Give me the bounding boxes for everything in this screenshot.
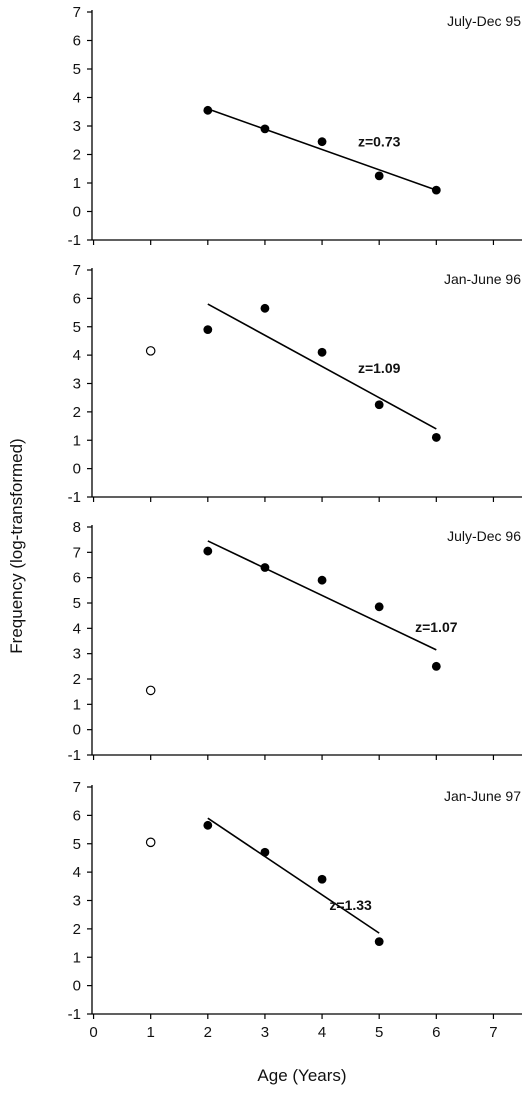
- regression-line: [207, 108, 437, 191]
- y-tick-label: 6: [73, 807, 81, 824]
- y-tick-label: 6: [73, 570, 81, 587]
- z-annotation: z=1.07: [415, 619, 458, 635]
- y-tick-label: 2: [73, 404, 81, 421]
- data-point-filled: [260, 847, 270, 857]
- data-point-filled: [203, 325, 213, 334]
- y-tick-label: 1: [73, 175, 81, 192]
- x-tick-label: 1: [147, 1024, 155, 1041]
- data-point-filled: [374, 400, 384, 410]
- y-tick-label: 7: [73, 544, 81, 561]
- y-tick-label: 4: [73, 620, 81, 637]
- chart-panels: -1 0 1 2 3 4 5 6 7 z=0.73 July-Dec 95 -1 0 1 2 3 4 5 6 7 z=1…: [68, 4, 522, 1023]
- y-tick-label: 7: [73, 4, 81, 21]
- data-point-filled: [374, 602, 384, 612]
- z-annotation: z=1.09: [358, 360, 401, 376]
- y-tick-label: 4: [73, 347, 81, 364]
- data-point-filled: [203, 820, 213, 830]
- data-point-filled: [260, 124, 270, 134]
- y-tick-label: -1: [68, 489, 81, 506]
- regression-line: [207, 817, 380, 934]
- data-point-filled: [317, 347, 327, 357]
- y-tick-label: 3: [73, 893, 81, 910]
- x-tick-label: 5: [375, 1024, 383, 1041]
- x-tick-label: 4: [318, 1024, 326, 1041]
- data-point-filled: [317, 137, 327, 147]
- y-tick-label: 3: [73, 646, 81, 663]
- data-point-filled: [431, 185, 441, 195]
- x-tick-label: 2: [204, 1024, 212, 1041]
- y-axis-title: Frequency (log-transformed): [7, 438, 26, 653]
- x-axis-title: Age (Years): [257, 1066, 346, 1085]
- regression-line: [207, 540, 437, 651]
- y-tick-label: 4: [73, 90, 81, 107]
- z-annotation: z=0.73: [358, 134, 401, 150]
- data-point-filled: [260, 303, 270, 313]
- y-tick-label: 3: [73, 376, 81, 393]
- y-tick-label: 0: [73, 204, 81, 221]
- y-tick-label: 2: [73, 147, 81, 164]
- y-tick-label: 4: [73, 864, 81, 881]
- y-tick-label: 5: [73, 595, 81, 612]
- z-annotation: z=1.33: [329, 897, 372, 913]
- y-tick-label: -1: [68, 1006, 81, 1023]
- data-point-filled: [203, 546, 213, 556]
- y-tick-label: 1: [73, 696, 81, 713]
- data-point-open: [145, 685, 156, 696]
- panel-4: -1 0 1 2 3 4 5 6 7 z=1.33 Jan-June 97: [68, 779, 522, 1023]
- y-tick-label: 0: [73, 461, 81, 478]
- y-tick-label: 5: [73, 319, 81, 336]
- y-tick-label: 1: [73, 432, 81, 449]
- panel-2: -1 0 1 2 3 4 5 6 7 z=1.09 Jan-June 96: [68, 262, 522, 506]
- data-point-filled: [431, 433, 441, 442]
- y-tick-label: 7: [73, 779, 81, 796]
- x-axis-tick-labels: 0 1 2 3 4 5 6 7: [89, 1024, 497, 1041]
- x-tick-label: 3: [261, 1024, 269, 1041]
- y-tick-label: 1: [73, 949, 81, 966]
- data-point-filled: [203, 105, 213, 115]
- x-tick-label: 7: [489, 1024, 497, 1041]
- y-tick-label: 5: [73, 836, 81, 853]
- y-tick-label: 6: [73, 290, 81, 307]
- y-tick-label: 5: [73, 61, 81, 78]
- panel-3: -1 0 1 2 3 4 5 6 7 8 z=1.07 July-Dec 96: [68, 519, 522, 764]
- y-tick-label: 8: [73, 519, 81, 536]
- panel-1: -1 0 1 2 3 4 5 6 7 z=0.73 July-Dec 95: [68, 4, 522, 249]
- y-tick-label: 2: [73, 921, 81, 938]
- data-point-filled: [431, 661, 441, 671]
- panel-label: July-Dec 96: [447, 528, 521, 544]
- x-tick-label: 6: [432, 1024, 440, 1041]
- x-tick-label: 0: [89, 1024, 97, 1041]
- data-point-filled: [317, 874, 327, 884]
- y-tick-label: 3: [73, 118, 81, 135]
- data-point-open: [145, 346, 156, 356]
- y-tick-label: 2: [73, 671, 81, 688]
- y-tick-label: -1: [68, 232, 81, 249]
- y-tick-label: 0: [73, 978, 81, 995]
- regression-line: [207, 303, 437, 430]
- data-point-open: [145, 837, 156, 848]
- y-tick-label: 6: [73, 33, 81, 50]
- y-tick-label: -1: [68, 747, 81, 764]
- panel-label: July-Dec 95: [447, 13, 521, 29]
- data-point-filled: [260, 563, 270, 572]
- y-tick-label: 0: [73, 722, 81, 739]
- y-tick-label: 7: [73, 262, 81, 279]
- panel-label: Jan-June 96: [444, 271, 521, 287]
- data-point-filled: [374, 937, 384, 947]
- panel-label: Jan-June 97: [444, 788, 521, 804]
- data-point-filled: [317, 575, 327, 585]
- data-point-filled: [374, 171, 384, 181]
